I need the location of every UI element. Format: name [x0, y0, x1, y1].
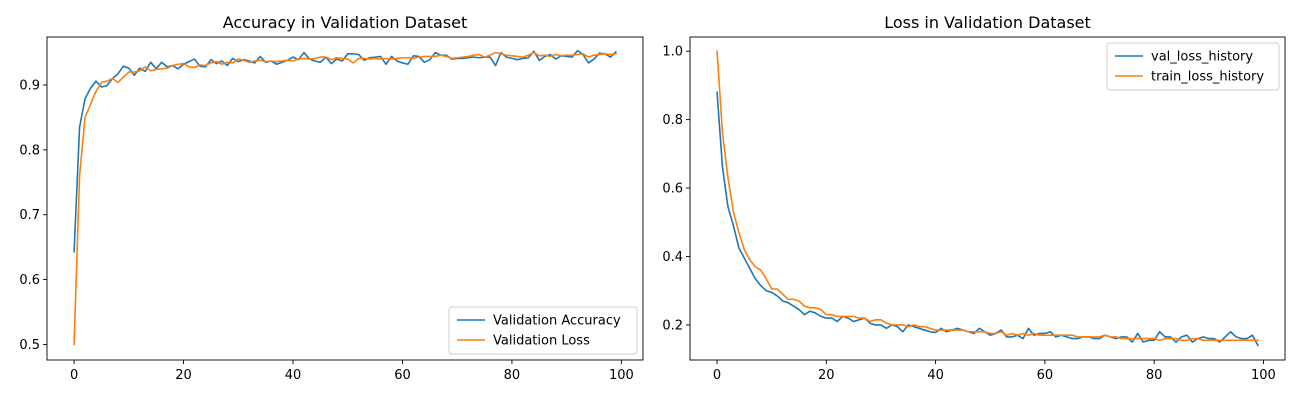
- y-tick-label: 1.0: [662, 45, 683, 60]
- x-tick-label: 40: [927, 368, 944, 383]
- x-tick-label: 20: [818, 368, 835, 383]
- legend: val_loss_history train_loss_history: [1106, 42, 1280, 91]
- legend-label: val_loss_history: [1151, 50, 1253, 65]
- series-line-validation-loss: [73, 51, 617, 346]
- legend-label: train_loss_history: [1151, 70, 1264, 85]
- y-tick-label: 0.5: [19, 338, 40, 353]
- chart-title: Accuracy in Validation Dataset: [223, 13, 468, 32]
- x-tick-label: 20: [175, 368, 192, 383]
- plot-area: [47, 37, 643, 360]
- plot-area: [690, 37, 1285, 360]
- x-tick-label: 100: [1251, 368, 1276, 383]
- legend-label: Validation Accuracy: [493, 314, 621, 329]
- x-tick-label: 60: [394, 368, 411, 383]
- axes-frame: [46, 36, 644, 361]
- chart-panel-2: 0 20 40 60 80 100 0.2 0.4 0.6 0.8 1.0 Loss in Valid…: [662, 13, 1286, 383]
- y-tick-label: 0.2: [662, 318, 683, 333]
- series-line-validation-accuracy: [73, 49, 618, 253]
- x-tick-label: 0: [70, 368, 78, 383]
- y-tick-label: 0.4: [662, 250, 683, 265]
- x-tick-label: 80: [1146, 368, 1163, 383]
- y-tick-label: 0.7: [19, 208, 40, 223]
- legend-box: [448, 306, 638, 355]
- legend-label: Validation Loss: [493, 334, 590, 349]
- legend-box: [1106, 42, 1280, 91]
- x-tick-label: 100: [609, 368, 634, 383]
- y-tick-label: 0.8: [662, 113, 683, 128]
- y-tick-label: 0.9: [19, 78, 40, 93]
- x-tick-label: 40: [285, 368, 302, 383]
- series-line-val-loss-history: [716, 91, 1260, 347]
- y-tick-label: 0.8: [19, 143, 40, 158]
- chart-panel-1: 0 20 40 60 80 100 0.5 0.6 0.7 0.8 0.9 Accuracy in V…: [19, 13, 644, 383]
- x-tick-label: 60: [1037, 368, 1054, 383]
- y-tick-label: 0.6: [19, 273, 40, 288]
- x-tick-label: 80: [504, 368, 521, 383]
- axes-frame: [689, 36, 1286, 361]
- chart-title: Loss in Validation Dataset: [884, 13, 1091, 32]
- y-tick-label: 0.6: [662, 182, 683, 197]
- x-tick-label: 0: [713, 368, 721, 383]
- legend: Validation Accuracy Validation Loss: [448, 306, 638, 355]
- series-line-train-loss-history: [716, 50, 1259, 342]
